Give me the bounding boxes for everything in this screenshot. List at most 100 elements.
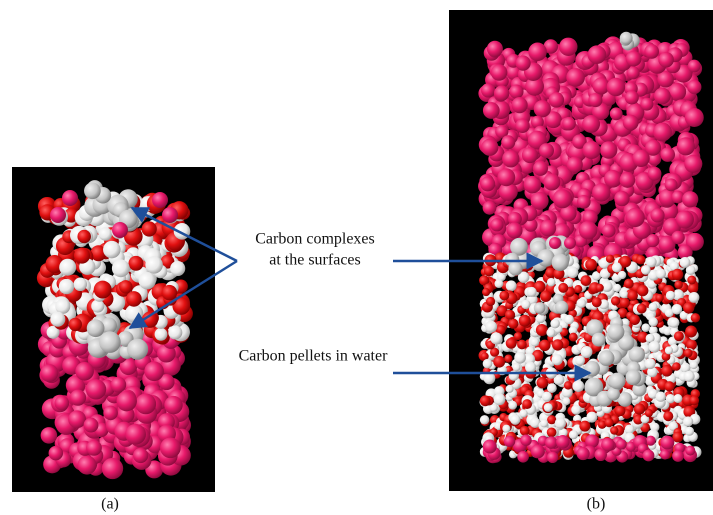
atom xyxy=(564,237,576,249)
atom xyxy=(615,406,626,417)
atom xyxy=(648,317,657,326)
atom xyxy=(632,150,649,167)
atom xyxy=(152,192,168,208)
atom xyxy=(682,191,698,207)
atom xyxy=(491,64,508,81)
atom xyxy=(84,182,101,199)
atom xyxy=(684,155,702,173)
atom xyxy=(506,222,522,238)
atom xyxy=(594,449,607,462)
atom xyxy=(75,362,94,381)
atom xyxy=(625,370,641,386)
atom xyxy=(494,279,503,288)
atom xyxy=(135,393,156,414)
atom xyxy=(506,385,514,393)
atom xyxy=(649,341,661,353)
atom xyxy=(562,397,570,405)
atom xyxy=(552,339,563,350)
atom xyxy=(545,436,557,448)
atom xyxy=(164,396,182,414)
atom xyxy=(607,78,625,96)
atom xyxy=(487,41,503,57)
atom xyxy=(490,332,502,344)
atom xyxy=(669,317,679,327)
atom xyxy=(592,183,610,201)
atom xyxy=(577,447,590,460)
annotation: Carbon complexes xyxy=(255,231,375,248)
annotation: Carbon pellets in water xyxy=(239,348,389,365)
atom xyxy=(41,427,58,444)
atom xyxy=(144,362,164,382)
atom xyxy=(636,255,645,264)
atom xyxy=(40,364,58,382)
atom xyxy=(571,405,581,415)
atom xyxy=(534,100,551,117)
atom xyxy=(484,266,494,276)
atom xyxy=(155,328,168,341)
atom xyxy=(653,123,672,142)
atom xyxy=(547,452,558,463)
atom xyxy=(577,195,591,209)
atom xyxy=(544,403,553,412)
atom xyxy=(672,269,683,280)
atom xyxy=(553,189,572,208)
atom xyxy=(539,143,554,158)
atom xyxy=(59,259,76,276)
atom xyxy=(582,141,600,159)
atom xyxy=(540,220,557,237)
atom xyxy=(685,326,697,338)
atom xyxy=(680,257,691,268)
atom xyxy=(671,231,684,244)
atom xyxy=(672,304,683,315)
atom xyxy=(650,208,664,222)
atom xyxy=(78,456,97,475)
atom xyxy=(584,361,600,377)
atom xyxy=(483,102,500,119)
atom xyxy=(59,279,74,294)
atom xyxy=(626,51,642,67)
caption: (b) xyxy=(587,496,606,513)
atom xyxy=(168,325,182,339)
atom xyxy=(673,394,682,403)
atom xyxy=(567,157,583,173)
atom xyxy=(555,418,566,429)
atom xyxy=(569,430,578,439)
atom xyxy=(661,365,673,377)
atom xyxy=(690,361,698,369)
atom xyxy=(664,381,674,391)
atom xyxy=(133,448,148,463)
atom xyxy=(645,358,656,369)
atom xyxy=(564,381,572,389)
atom xyxy=(481,83,495,97)
atom xyxy=(559,38,577,56)
atom xyxy=(520,434,531,445)
atom xyxy=(687,80,701,94)
atom xyxy=(94,281,112,299)
atom xyxy=(654,88,671,105)
atom xyxy=(672,450,684,462)
atom xyxy=(127,339,148,360)
atom xyxy=(596,284,604,292)
atom xyxy=(50,312,65,327)
atom xyxy=(62,190,78,206)
atom xyxy=(592,333,606,347)
atom xyxy=(517,451,529,463)
atom xyxy=(623,115,639,131)
atom xyxy=(641,323,650,332)
atom xyxy=(572,380,584,392)
atom xyxy=(627,290,638,301)
atom xyxy=(49,446,63,460)
atom xyxy=(480,395,491,406)
atom xyxy=(588,45,607,64)
atom xyxy=(502,150,519,167)
atom xyxy=(508,401,517,410)
atom xyxy=(611,296,620,305)
atom xyxy=(77,230,91,244)
atom xyxy=(501,135,515,149)
atom xyxy=(539,340,550,351)
atom xyxy=(547,383,557,393)
figure: Carbon complexes at the surfaces Carbon … xyxy=(0,0,713,515)
atom xyxy=(689,396,699,406)
atom xyxy=(643,450,655,462)
atom xyxy=(493,356,505,368)
